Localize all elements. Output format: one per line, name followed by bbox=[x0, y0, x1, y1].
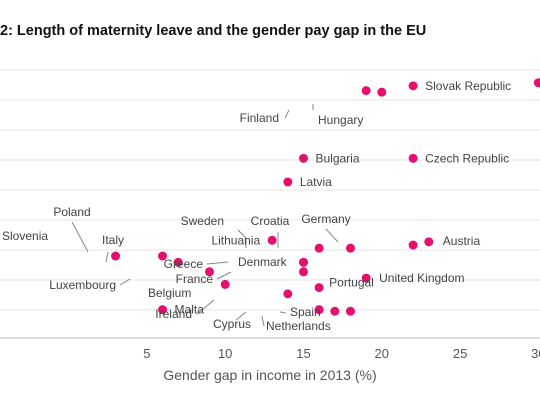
label-spain: Spain bbox=[290, 305, 321, 319]
label-ireland: Ireland bbox=[155, 307, 192, 321]
grid-lines bbox=[0, 69, 540, 339]
point-bulgaria bbox=[298, 153, 308, 163]
label-poland: Poland bbox=[53, 205, 90, 219]
leader-netherlands bbox=[261, 315, 265, 327]
x-tick-label: 15 bbox=[296, 346, 310, 361]
x-axis-label: Gender gap in income in 2013 (%) bbox=[163, 367, 376, 383]
x-tick-label: 5 bbox=[143, 346, 150, 361]
label-croatia: Croatia bbox=[251, 214, 290, 228]
label-lithuania: Lithuania bbox=[211, 233, 260, 247]
leader-poland bbox=[71, 221, 89, 253]
x-axis-ticks: 5 10 15 20 25 30 bbox=[143, 346, 540, 361]
point-france bbox=[298, 267, 308, 277]
label-germany: Germany bbox=[301, 212, 350, 226]
label-slovak-republic: Slovak Republic bbox=[425, 79, 511, 93]
point-italy bbox=[173, 257, 183, 267]
leader-lines bbox=[71, 104, 339, 327]
label-portugal: Portugal bbox=[329, 276, 374, 290]
label-united-kingdom: United Kingdom bbox=[379, 271, 464, 285]
leader-spain bbox=[279, 311, 287, 314]
point-spain bbox=[330, 306, 340, 316]
label-denmark: Denmark bbox=[238, 255, 288, 269]
point-slovak-republic bbox=[408, 81, 418, 91]
point-united-kingdom bbox=[361, 273, 371, 283]
point-croatia bbox=[345, 243, 355, 253]
label-sweden: Sweden bbox=[181, 214, 224, 228]
leader-finland bbox=[284, 109, 290, 119]
label-greece: Greece bbox=[164, 257, 204, 271]
x-tick-label: 20 bbox=[375, 346, 389, 361]
leader-germany bbox=[325, 228, 339, 243]
label-luxembourg: Luxembourg bbox=[49, 278, 116, 292]
label-italy: Italy bbox=[102, 233, 124, 247]
label-france: France bbox=[176, 272, 214, 286]
point-poland bbox=[158, 251, 168, 261]
label-czech-republic: Czech Republic bbox=[425, 151, 509, 165]
x-tick-label: 10 bbox=[218, 346, 232, 361]
data-points bbox=[111, 78, 540, 316]
point-lithuania bbox=[267, 235, 277, 245]
point-luxembourg bbox=[205, 267, 215, 277]
label-finland: Finland bbox=[240, 111, 279, 125]
label-bulgaria: Bulgaria bbox=[315, 151, 359, 165]
leader-ireland bbox=[196, 299, 215, 315]
label-belgium: Belgium bbox=[148, 286, 191, 300]
point-sweden bbox=[314, 243, 324, 253]
point-austria bbox=[424, 237, 434, 247]
leader-luxembourg bbox=[119, 278, 131, 286]
point-slovenia bbox=[111, 251, 121, 261]
label-cyprus: Cyprus bbox=[213, 317, 251, 331]
label-slovenia: Slovenia bbox=[2, 229, 48, 243]
point-portugal bbox=[314, 283, 324, 293]
point-cyprus bbox=[314, 305, 324, 315]
leader-cyprus bbox=[235, 311, 247, 321]
point-ireland bbox=[283, 289, 293, 299]
label-netherlands: Netherlands bbox=[266, 319, 331, 333]
label-latvia: Latvia bbox=[300, 175, 332, 189]
chart-title: 2: Length of maternity leave and the gen… bbox=[0, 23, 427, 39]
x-tick-label: 25 bbox=[453, 346, 467, 361]
point-malta bbox=[158, 305, 168, 315]
point-latvia bbox=[283, 177, 293, 187]
point-denmark bbox=[298, 257, 308, 267]
point-labels: EstoniaSlovak RepublicFinlandHungaryBulg… bbox=[2, 79, 511, 333]
label-hungary: Hungary bbox=[318, 113, 363, 127]
label-malta: Malta bbox=[175, 303, 205, 317]
point-belgium bbox=[220, 279, 230, 289]
point-germany bbox=[408, 240, 418, 250]
leader-france bbox=[216, 271, 232, 280]
point-czech-republic bbox=[408, 153, 418, 163]
point-finland bbox=[361, 86, 371, 96]
leader-greece bbox=[206, 261, 229, 265]
label-austria: Austria bbox=[443, 234, 481, 248]
leader-sweden bbox=[237, 229, 247, 248]
point-netherlands bbox=[345, 306, 355, 316]
x-tick-label: 30 bbox=[531, 346, 540, 361]
leader-italy bbox=[105, 251, 109, 263]
point-estonia bbox=[533, 78, 540, 88]
point-hungary bbox=[377, 87, 387, 97]
